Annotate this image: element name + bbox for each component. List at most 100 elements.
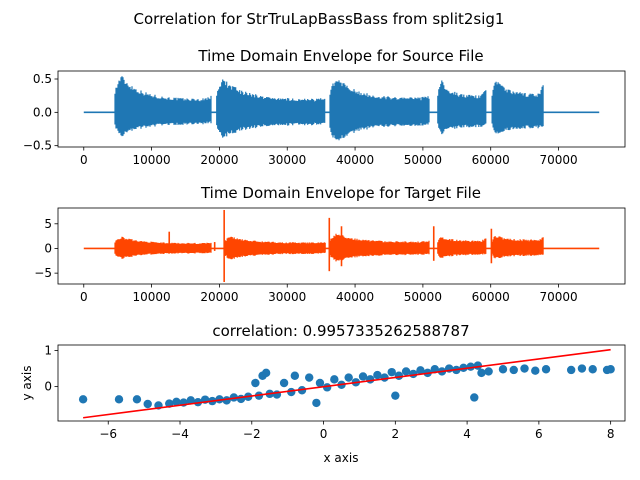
y-tick-label: 0.5 bbox=[33, 72, 52, 86]
scatter-point bbox=[520, 364, 529, 373]
scatter-point bbox=[236, 394, 246, 404]
scatter-point bbox=[473, 361, 483, 370]
figure-suptitle: Correlation for StrTruLapBassBass from s… bbox=[134, 10, 505, 28]
scatter-point bbox=[114, 395, 124, 404]
y-tick-label: 0 bbox=[44, 380, 52, 394]
target-envelope-panel: Time Domain Envelope for Target File 0 10… bbox=[34, 184, 626, 304]
envelope-burst bbox=[437, 237, 487, 258]
scatter-point bbox=[261, 368, 271, 378]
scatter-point bbox=[416, 366, 425, 375]
scatter-point bbox=[394, 371, 404, 380]
scatter-point bbox=[290, 371, 300, 380]
scatter-point bbox=[459, 363, 468, 372]
scatter-point bbox=[470, 393, 479, 402]
source-envelope-plot bbox=[83, 76, 600, 141]
x-tick-label: 60000 bbox=[472, 290, 510, 304]
scatter-point bbox=[251, 378, 260, 388]
scatter-point bbox=[132, 395, 142, 404]
x-tick-label: −6 bbox=[99, 427, 117, 441]
x-tick-label: 10000 bbox=[133, 290, 171, 304]
x-tick-label: 8 bbox=[607, 427, 615, 441]
scatter-point bbox=[484, 367, 493, 376]
x-tick-label: −2 bbox=[243, 427, 261, 441]
x-tick-label: 20000 bbox=[200, 153, 238, 167]
scatter-point bbox=[566, 365, 576, 375]
x-tick-label: 70000 bbox=[539, 153, 577, 167]
envelope-burst bbox=[491, 236, 544, 259]
scatter-point bbox=[409, 369, 418, 379]
x-tick-label: 50000 bbox=[404, 290, 442, 304]
scatter-point bbox=[541, 365, 551, 374]
x-tick-label: 20000 bbox=[200, 290, 238, 304]
scatter-point bbox=[78, 395, 88, 404]
target-envelope-title: Time Domain Envelope for Target File bbox=[200, 184, 481, 202]
scatter-point bbox=[509, 365, 518, 375]
x-tick-label: 70000 bbox=[539, 290, 577, 304]
x-tick-label: 60000 bbox=[472, 153, 510, 167]
scatter-point bbox=[531, 366, 540, 375]
target-envelope-plot bbox=[83, 209, 600, 283]
envelope-burst bbox=[329, 80, 430, 141]
scatter-point bbox=[312, 398, 321, 408]
scatter-point bbox=[344, 373, 353, 382]
x-tick-label: 0 bbox=[80, 290, 88, 304]
source-envelope-title: Time Domain Envelope for Source File bbox=[197, 47, 483, 65]
envelope-burst bbox=[114, 236, 212, 259]
scatter-point bbox=[401, 367, 411, 376]
scatter-point bbox=[577, 364, 587, 373]
x-tick-label: 50000 bbox=[404, 153, 442, 167]
target-envelope-axes: 0 10000 20000 30000 40000 50000 60000 70000 5 0 −5 bbox=[34, 217, 577, 304]
scatter-point bbox=[279, 378, 289, 388]
source-envelope-frame bbox=[57, 70, 626, 148]
envelope-burst bbox=[223, 236, 326, 260]
scatter-point bbox=[366, 375, 375, 384]
scatter-point bbox=[391, 391, 400, 400]
x-tick-label: 0 bbox=[80, 153, 88, 167]
envelope-burst bbox=[491, 81, 544, 134]
x-tick-label: 40000 bbox=[336, 153, 374, 167]
y-tick-label: 0 bbox=[44, 241, 52, 255]
x-tick-label: −4 bbox=[171, 427, 189, 441]
source-envelope-axes: 0 10000 20000 30000 40000 50000 60000 70000 0.5 0… bbox=[23, 72, 578, 167]
scatter-point bbox=[373, 370, 382, 380]
correlation-title: correlation: 0.9957335262588787 bbox=[212, 322, 469, 340]
x-tick-label: 0 bbox=[320, 427, 328, 441]
scatter-point bbox=[330, 375, 339, 384]
scatter-point bbox=[305, 373, 314, 382]
scatter-point bbox=[315, 378, 325, 388]
correlation-xlabel: x axis bbox=[324, 451, 359, 465]
x-tick-label: 40000 bbox=[336, 290, 374, 304]
scatter-point bbox=[186, 396, 195, 405]
envelope-burst bbox=[329, 233, 430, 262]
x-tick-label: 30000 bbox=[268, 290, 306, 304]
y-tick-label: 5 bbox=[44, 217, 52, 231]
regression-line bbox=[83, 348, 611, 419]
scatter-point bbox=[358, 372, 368, 381]
correlation-panel: correlation: 0.9957335262588787 −6 −4 −2 0 2… bbox=[20, 322, 626, 465]
scatter-point bbox=[606, 365, 615, 374]
x-tick-label: 4 bbox=[463, 427, 471, 441]
scatter-point bbox=[588, 365, 597, 374]
scatter-point bbox=[172, 397, 181, 407]
source-envelope-panel: Time Domain Envelope for Source File 0 10… bbox=[23, 47, 626, 167]
envelope-burst bbox=[437, 80, 487, 135]
envelope-burst bbox=[114, 76, 212, 137]
y-tick-label: 0.0 bbox=[33, 105, 52, 119]
y-tick-label: 1 bbox=[44, 343, 52, 357]
scatter-point bbox=[477, 368, 486, 378]
correlation-frame bbox=[57, 344, 626, 422]
target-envelope-frame bbox=[57, 207, 626, 285]
correlation-ylabel: y axis bbox=[20, 366, 34, 401]
x-tick-label: 30000 bbox=[268, 153, 306, 167]
y-tick-label: −5 bbox=[34, 266, 52, 280]
scatter-point bbox=[498, 365, 508, 374]
correlation-axes: −6 −4 −2 0 2 4 6 810 bbox=[44, 343, 614, 441]
scatter-point bbox=[387, 367, 396, 377]
y-tick-label: −0.5 bbox=[23, 139, 52, 153]
scatter-point bbox=[229, 393, 239, 402]
envelope-burst bbox=[216, 79, 326, 138]
scatter-point bbox=[380, 373, 389, 382]
scatter-point bbox=[143, 399, 152, 409]
x-tick-label: 10000 bbox=[133, 153, 171, 167]
